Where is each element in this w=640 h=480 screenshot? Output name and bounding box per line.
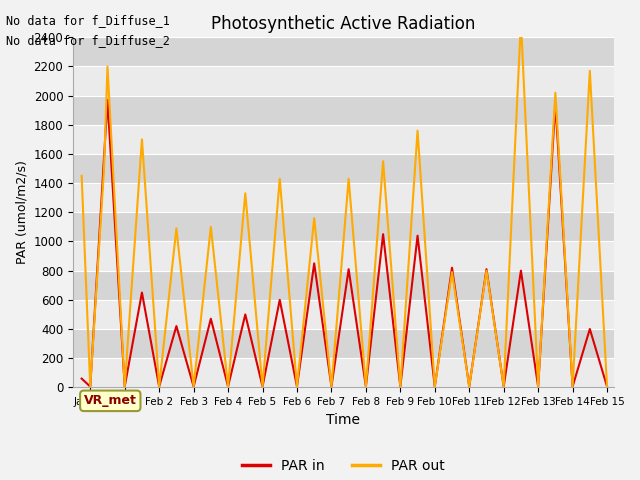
X-axis label: Time: Time: [326, 413, 360, 427]
Bar: [73, 37, 614, 67]
Text: No data for f_Diffuse_1: No data for f_Diffuse_1: [6, 14, 170, 27]
Legend: PAR in, PAR out: PAR in, PAR out: [236, 453, 451, 479]
Bar: [73, 125, 614, 154]
Y-axis label: PAR (umol/m2/s): PAR (umol/m2/s): [15, 160, 28, 264]
Bar: [73, 154, 614, 183]
Bar: [73, 358, 614, 387]
Bar: [73, 329, 614, 358]
Text: No data for f_Diffuse_2: No data for f_Diffuse_2: [6, 34, 170, 47]
Bar: [73, 300, 614, 329]
Bar: [73, 271, 614, 300]
Title: Photosynthetic Active Radiation: Photosynthetic Active Radiation: [211, 15, 476, 33]
Bar: [73, 96, 614, 125]
Bar: [73, 183, 614, 212]
Bar: [73, 212, 614, 241]
Bar: [73, 241, 614, 271]
Text: VR_met: VR_met: [84, 395, 137, 408]
Bar: [73, 67, 614, 96]
